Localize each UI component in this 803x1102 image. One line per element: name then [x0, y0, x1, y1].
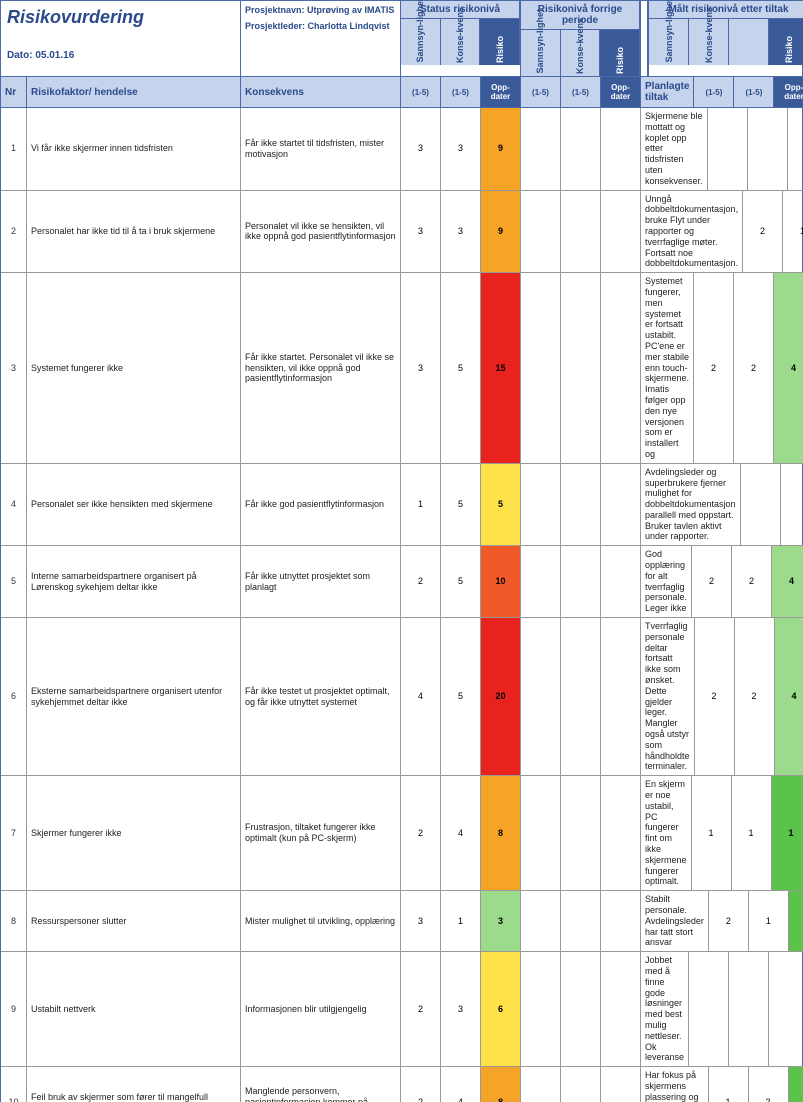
hdr-r2: Opp-dater: [601, 77, 641, 107]
col-sannsyn: Sannsyn-lighet: [401, 19, 441, 65]
col-risiko2: Risiko: [600, 30, 640, 76]
hdr-s3: (1-5): [694, 77, 734, 107]
date-line: Dato: 05.01.16: [7, 50, 234, 61]
table-row: 3Systemet fungerer ikkeFår ikke startet.…: [0, 273, 803, 464]
hdr-r1: Opp-dater: [481, 77, 521, 107]
col-sannsyn2: Sannsyn-lighet: [521, 30, 561, 76]
col-konse: Konse-kvens: [441, 19, 481, 65]
col-sannsyn3: Sannsyn-lighet: [649, 19, 689, 65]
project-info: Prosjektnavn: Utprøving av IMATIS Prosje…: [241, 1, 401, 76]
hdr-tiltak: Planlagte tiltak: [641, 77, 694, 107]
status-group: Status risikonivå Sannsyn-lighet Konse-k…: [401, 1, 521, 76]
table-row: 8Ressurspersoner slutterMister mulighet …: [0, 891, 803, 952]
hdr-kons: Konsekvens: [241, 77, 401, 107]
table-row: 9Ustabilt nettverkInformasjonen blir uti…: [0, 952, 803, 1067]
col-risiko: Risiko: [480, 19, 520, 65]
target-group: Målt risikonivå etter tiltak Sannsyn-lig…: [649, 1, 803, 76]
hdr-factor: Risikofaktor/ hendelse: [27, 77, 241, 107]
prev-group: Risikonivå forrige periode Sannsyn-lighe…: [521, 1, 641, 76]
col-dummy: [729, 19, 769, 65]
hdr-k2: (1-5): [561, 77, 601, 107]
page-title: Risikovurdering: [7, 7, 234, 28]
table-row: 7Skjermer fungerer ikkeFrustrasjon, tilt…: [0, 776, 803, 891]
column-header-row: Nr Risikofaktor/ hendelse Konsekvens (1-…: [0, 77, 803, 108]
hdr-r3: Opp-dater: [774, 77, 803, 107]
col-risiko3: Risiko: [769, 19, 803, 65]
title-box: Risikovurdering Dato: 05.01.16: [1, 1, 241, 76]
hdr-s1: (1-5): [401, 77, 441, 107]
table-row: 6Eksterne samarbeidspartnere organisert …: [0, 618, 803, 776]
table-row: 1Vi får ikke skjermer innen tidsfristenF…: [0, 108, 803, 191]
hdr-nr: Nr: [1, 77, 27, 107]
col-konse2: Konse-kvens: [561, 30, 601, 76]
table-row: 5Interne samarbeidspartnere organisert p…: [0, 546, 803, 618]
table-row: 2Personalet har ikke tid til å ta i bruk…: [0, 191, 803, 274]
table-row: 10Feil bruk av skjermer som fører til ma…: [0, 1067, 803, 1102]
hdr-s2: (1-5): [521, 77, 561, 107]
table-row: 4Personalet ser ikke hensikten med skjer…: [0, 464, 803, 547]
hdr-k3: (1-5): [734, 77, 774, 107]
hdr-k1: (1-5): [441, 77, 481, 107]
spacer-group: [641, 1, 649, 76]
col-konse3: Konse-kvens: [689, 19, 729, 65]
table-body: 1Vi får ikke skjermer innen tidsfristenF…: [0, 108, 803, 1102]
header-area: Risikovurdering Dato: 05.01.16 Prosjektn…: [0, 0, 803, 77]
